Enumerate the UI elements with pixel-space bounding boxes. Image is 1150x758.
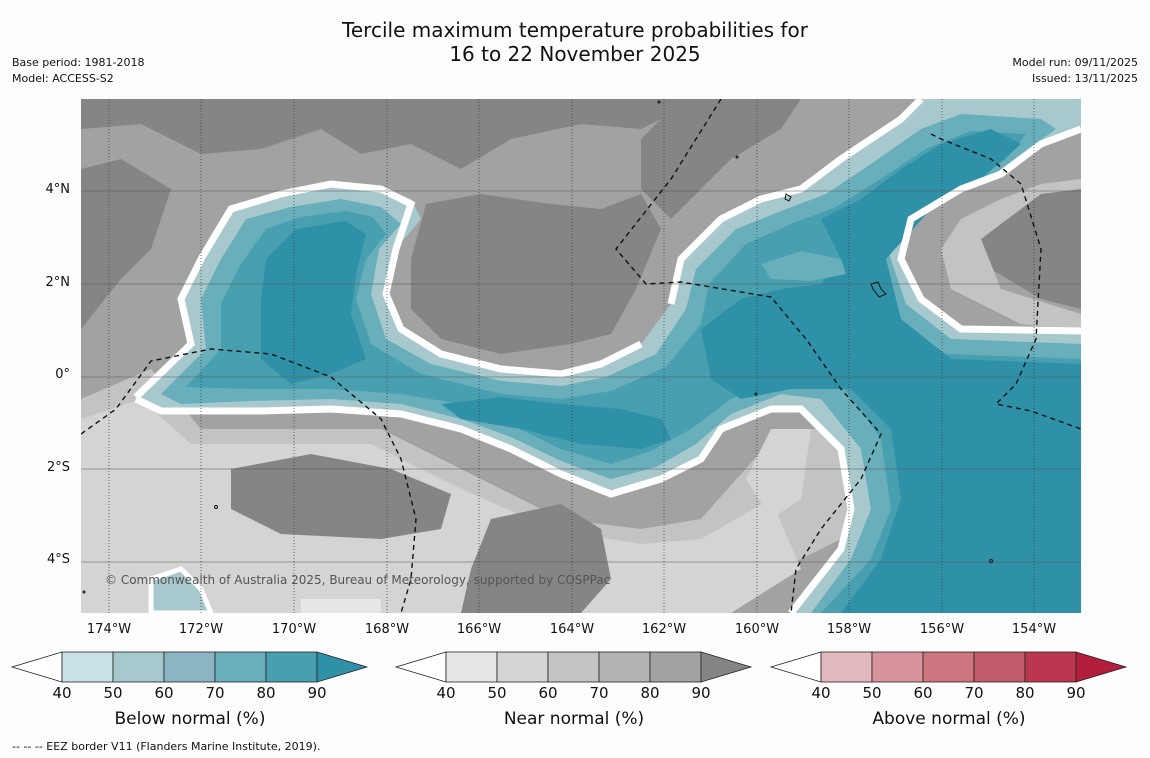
eez-borders — [81, 99, 1081, 613]
near-normal-dark-sw — [231, 454, 451, 539]
island-dot-south — [989, 559, 993, 563]
colorbar-tick-label: 90 — [307, 684, 327, 702]
near-normal-colorbar — [394, 651, 753, 683]
colorbar-segment — [496, 651, 549, 683]
title-line-2: 16 to 22 November 2025 — [449, 42, 701, 66]
lon-label: 172°W — [178, 622, 224, 637]
colorbar-tick-label: 40 — [811, 684, 831, 702]
colorbar-tick-label: 70 — [964, 684, 984, 702]
colorbar-tick-label: 80 — [640, 684, 660, 702]
probability-map: © Commonwealth of Australia 2025, Bureau… — [81, 99, 1081, 613]
base-period: Base period: 1981-2018 — [12, 56, 145, 69]
colorbar-segment — [112, 651, 165, 683]
lon-label: 164°W — [549, 622, 595, 637]
lon-label: 162°W — [641, 622, 687, 637]
near-normal-dark-top — [641, 99, 801, 219]
colorbar-segment — [820, 651, 873, 683]
colorbar-segment — [973, 651, 1026, 683]
model-run: Model run: 09/11/2025 — [1012, 56, 1138, 69]
colorbar-segment — [598, 651, 651, 683]
colorbar-tick-label: 40 — [52, 684, 72, 702]
lat-label: 4°N — [45, 182, 71, 197]
issued-date: Issued: 13/11/2025 — [1031, 72, 1138, 85]
colorbar-segment — [922, 651, 975, 683]
colorbar-tick-label: 50 — [862, 684, 882, 702]
colorbar-segment — [649, 651, 702, 683]
model-name: Model: ACCESS-S2 — [12, 72, 114, 85]
lon-label: 174°W — [86, 622, 132, 637]
colorbar-segment — [163, 651, 216, 683]
near-normal-title: Near normal (%) — [503, 709, 645, 729]
colorbar-tick-label: 60 — [154, 684, 174, 702]
colorbar-segment — [445, 651, 498, 683]
colorbar-tick-label: 40 — [436, 684, 456, 702]
near-normal-dark-south — [461, 504, 611, 613]
colorbar-tick-label: 70 — [205, 684, 225, 702]
island-dot-west — [214, 505, 218, 509]
colorbar-tick-label: 60 — [913, 684, 933, 702]
colorbar-tick-label: 70 — [589, 684, 609, 702]
lon-label: 166°W — [456, 622, 502, 637]
near-normal-dark-center — [411, 194, 661, 354]
copyright-note: © Commonwealth of Australia 2025, Bureau… — [105, 573, 610, 587]
colorbar-arrow-high — [316, 651, 369, 683]
lat-label: 2°N — [45, 275, 71, 290]
near-normal-dark-nw — [81, 99, 701, 169]
island-kiritimati — [870, 281, 887, 298]
colorbar-arrow-high — [1075, 651, 1128, 683]
near-normal-dark-west — [81, 159, 171, 329]
below-normal-edge-east — [667, 99, 1081, 335]
lat-label: 2°S — [46, 460, 70, 475]
colorbar-tick-label: 50 — [487, 684, 507, 702]
near-normal-light-island — [746, 429, 811, 519]
meta-right: Model run: 09/11/2025 Issued: 13/11/2025 — [1012, 55, 1138, 87]
below-normal-core-island — [761, 251, 846, 281]
near-normal-light-east — [941, 179, 1081, 331]
colorbar-segment — [1024, 651, 1077, 683]
below-normal-edge-south — [134, 395, 855, 613]
lon-label: 158°W — [826, 622, 872, 637]
above-normal-colorbar — [769, 651, 1128, 683]
colorbar-tick-label: 60 — [538, 684, 558, 702]
colorbar-tick-label: 90 — [691, 684, 711, 702]
lon-label: 156°W — [919, 622, 965, 637]
lon-label: 170°W — [271, 622, 317, 637]
below-normal-pocket-sw — [148, 566, 214, 613]
colorbar-tick-label: 80 — [256, 684, 276, 702]
above-normal-title: Above normal (%) — [872, 709, 1026, 729]
lat-label: 4°S — [46, 552, 70, 567]
colorbar-arrow-low — [769, 651, 822, 683]
colorbar-segment — [871, 651, 924, 683]
colorbar-segment — [547, 651, 600, 683]
below-normal-strong-center — [441, 397, 671, 449]
colorbar-segment — [61, 651, 114, 683]
colorbar-arrow-low — [10, 651, 63, 683]
below-normal-strong-west — [261, 221, 366, 384]
colorbar-segment — [214, 651, 267, 683]
below-normal-title: Below normal (%) — [114, 709, 266, 729]
colorbar-tick-label: 90 — [1066, 684, 1086, 702]
island-dot-center — [754, 392, 758, 396]
below-normal-colorbar — [10, 651, 369, 683]
island-kiribati-north — [784, 193, 792, 202]
title-line-1: Tercile maximum temperature probabilitie… — [342, 18, 808, 42]
map-title: Tercile maximum temperature probabilitie… — [0, 18, 1150, 66]
colorbar-segment — [265, 651, 318, 683]
colorbar-arrow-low — [394, 651, 447, 683]
colorbar-arrow-high — [700, 651, 753, 683]
island-dot-mid — [735, 155, 739, 159]
eez-footnote: -- -- -- EEZ border V11 (Flanders Marine… — [12, 740, 321, 753]
lat-label: 0° — [55, 367, 70, 382]
island-dot-edge — [82, 590, 86, 594]
lon-label: 154°W — [1011, 622, 1057, 637]
colorbar-tick-label: 50 — [103, 684, 123, 702]
colorbar-tick-label: 80 — [1015, 684, 1035, 702]
lon-label: 160°W — [734, 622, 780, 637]
meta-left: Base period: 1981-2018 Model: ACCESS-S2 — [12, 55, 144, 87]
below-normal-edge-west — [133, 180, 643, 400]
island-dot-north — [657, 100, 661, 104]
near-normal-light-sw — [301, 599, 381, 613]
below-normal-strong-east — [701, 129, 1081, 613]
lon-label: 168°W — [364, 622, 410, 637]
